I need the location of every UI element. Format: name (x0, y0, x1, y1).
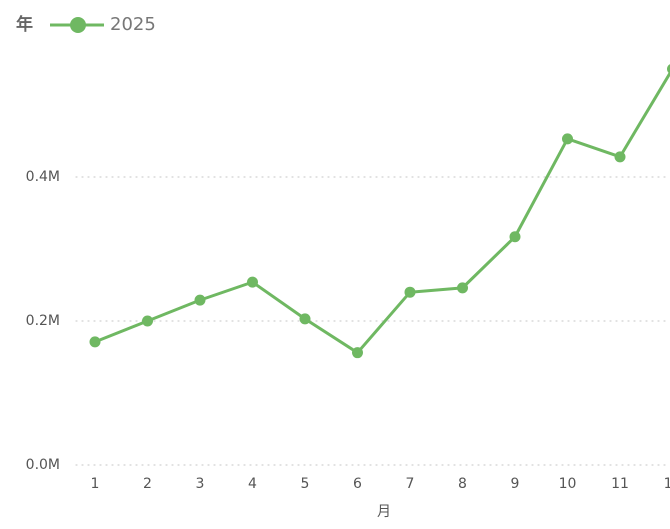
y-tick-label: 0.4M (26, 169, 60, 185)
x-tick-label: 4 (248, 476, 257, 492)
data-point (404, 286, 416, 298)
x-tick-label: 12 (664, 476, 670, 492)
x-tick-label: 11 (611, 476, 629, 492)
data-point (509, 231, 521, 243)
data-point (352, 347, 363, 359)
x-tick-label: 2 (143, 476, 152, 492)
data-point (667, 64, 670, 74)
y-tick-label: 0.0M (26, 457, 60, 473)
data-point (194, 294, 206, 306)
data-point (89, 336, 101, 348)
x-tick-label: 5 (301, 476, 310, 492)
x-tick-label: 3 (196, 476, 205, 492)
legend-label: 2025 (110, 14, 156, 35)
legend-title: 年 (16, 14, 33, 35)
series-line (94, 70, 670, 355)
data-point (562, 133, 573, 145)
x-tick-label: 1 (91, 476, 100, 492)
data-point (247, 276, 258, 288)
x-tick-label: 6 (353, 476, 362, 492)
x-axis-label: 月 (377, 504, 391, 520)
data-point (457, 282, 468, 294)
legend-marker (70, 17, 86, 33)
x-tick-label: 7 (406, 476, 415, 492)
x-tick-label: 9 (511, 476, 520, 492)
x-tick-label: 8 (458, 476, 467, 492)
data-point (142, 315, 153, 327)
data-point (299, 313, 311, 325)
data-point (614, 151, 626, 163)
x-tick-label: 10 (559, 476, 577, 492)
y-tick-label: 0.2M (26, 313, 60, 329)
